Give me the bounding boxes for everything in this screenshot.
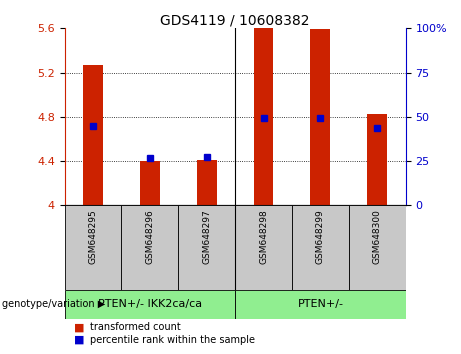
Text: GSM648295: GSM648295 bbox=[89, 210, 97, 264]
Bar bbox=[235, 290, 406, 319]
Bar bbox=[367, 114, 387, 205]
Bar bbox=[65, 290, 235, 319]
Text: GSM648298: GSM648298 bbox=[259, 210, 268, 264]
Bar bbox=[349, 205, 406, 290]
Bar bbox=[292, 205, 349, 290]
Text: ■: ■ bbox=[74, 322, 84, 332]
Bar bbox=[140, 161, 160, 205]
Title: GDS4119 / 10608382: GDS4119 / 10608382 bbox=[160, 13, 310, 27]
Text: PTEN+/- IKK2ca/ca: PTEN+/- IKK2ca/ca bbox=[98, 299, 202, 309]
Bar bbox=[254, 28, 273, 205]
Text: GSM648299: GSM648299 bbox=[316, 210, 325, 264]
Bar bbox=[310, 29, 331, 205]
Text: GSM648296: GSM648296 bbox=[145, 210, 154, 264]
Bar bbox=[121, 205, 178, 290]
Bar bbox=[197, 160, 217, 205]
Bar bbox=[235, 205, 292, 290]
Text: genotype/variation ▶: genotype/variation ▶ bbox=[2, 299, 106, 309]
Text: ■: ■ bbox=[74, 335, 84, 345]
Text: PTEN+/-: PTEN+/- bbox=[297, 299, 343, 309]
Text: transformed count: transformed count bbox=[90, 322, 181, 332]
Text: percentile rank within the sample: percentile rank within the sample bbox=[90, 335, 255, 345]
Text: GSM648297: GSM648297 bbox=[202, 210, 211, 264]
Bar bbox=[178, 205, 235, 290]
Bar bbox=[83, 65, 103, 205]
Bar bbox=[65, 205, 121, 290]
Text: GSM648300: GSM648300 bbox=[373, 210, 382, 264]
